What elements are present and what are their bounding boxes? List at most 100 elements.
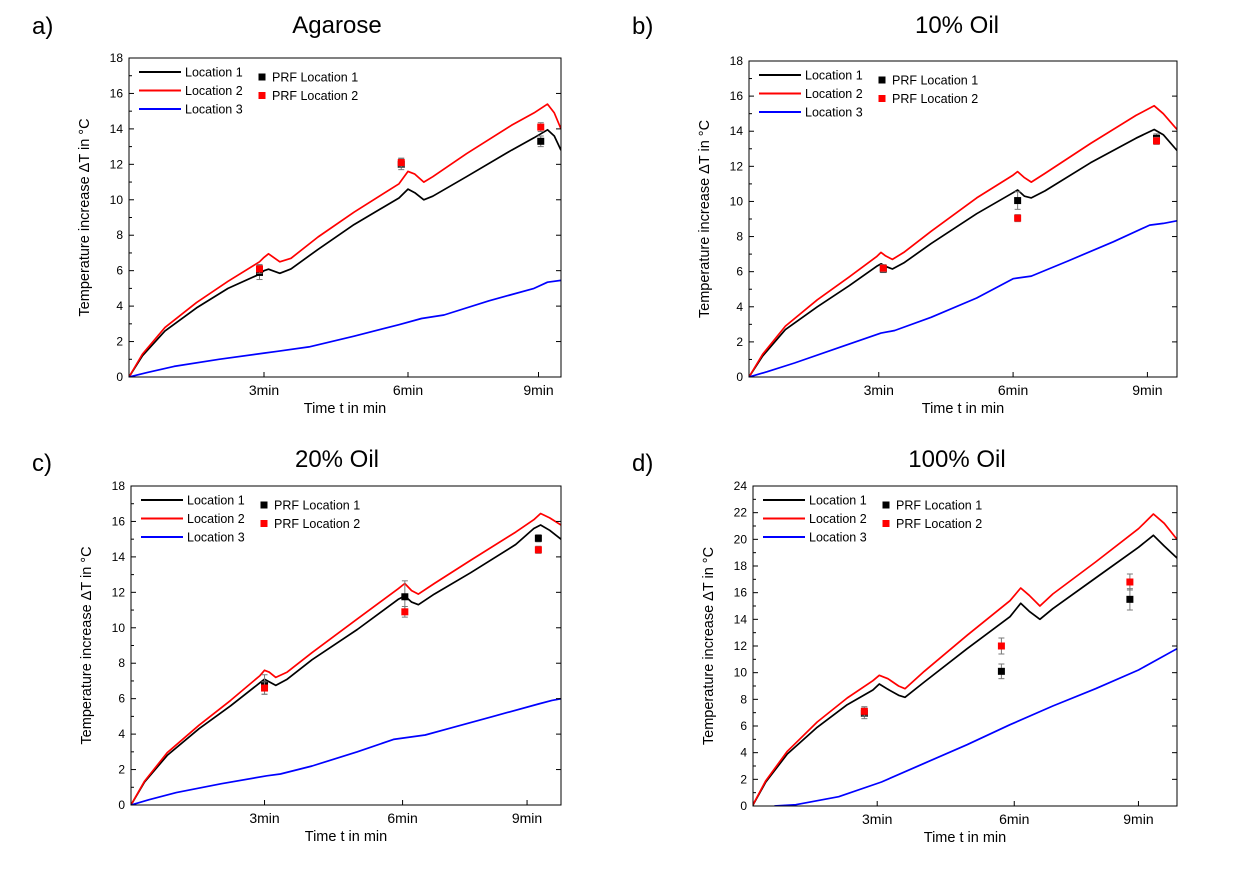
y-tick-label: 14 <box>110 122 124 136</box>
y-tick-label: 6 <box>116 264 123 278</box>
y-tick-label: 16 <box>112 514 126 528</box>
legend-marker-prf-location-2 <box>258 92 266 99</box>
chart-panel-agarose: a) Agarose 0 2 4 6 8 10 12 14 16 18 3min 6min 9min Time… <box>0 0 620 437</box>
y-tick-label: 0 <box>116 370 123 384</box>
y-tick-label: 6 <box>118 692 125 706</box>
prf-location-1-marker <box>537 137 545 145</box>
chart-title: 100% Oil <box>908 446 1005 473</box>
x-axis-label: Time t in min <box>922 401 1004 417</box>
y-tick-label: 14 <box>730 124 744 138</box>
x-tick-label: 6min <box>998 382 1028 398</box>
chart-svg: c) 20% Oil 0 2 4 6 8 10 12 14 16 18 3min 6min 9min Time… <box>32 446 562 845</box>
panel-letter: c) <box>32 450 52 477</box>
chart-panel-20-percent-oil: c) 20% Oil 0 2 4 6 8 10 12 14 16 18 3min 6min 9min Time… <box>0 437 620 874</box>
prf-location-1-marker <box>1014 197 1022 205</box>
y-axis-label: Temperature increase ΔT in °C <box>701 547 717 745</box>
panel-letter: a) <box>32 13 53 40</box>
y-tick-label: 8 <box>740 692 747 706</box>
series-group <box>749 104 1177 377</box>
prf-location-2-marker <box>401 608 409 616</box>
prf-location-2-marker <box>261 684 269 692</box>
panel-letter: d) <box>632 450 653 477</box>
prf-location-2-marker <box>997 642 1005 650</box>
legend-marker-prf-location-2 <box>260 520 268 527</box>
chart-title: Agarose <box>292 12 381 39</box>
chart-title: 20% Oil <box>295 446 379 473</box>
prf-location-2-marker <box>397 159 405 167</box>
x-tick-label: 9min <box>1123 811 1153 827</box>
legend-label: PRF Location 2 <box>272 89 358 103</box>
legend-label: Location 3 <box>185 103 243 117</box>
legend-label: PRF Location 1 <box>892 74 978 88</box>
legend-label: Location 1 <box>185 66 243 80</box>
y-tick-label: 16 <box>110 86 124 100</box>
y-tick-label: 2 <box>116 335 123 349</box>
x-axis-label: Time t in min <box>924 830 1006 846</box>
series-line-location-1 <box>131 524 561 805</box>
x-tick-label: 3min <box>249 382 279 398</box>
chart-title: 10% Oil <box>915 12 999 39</box>
series-line-location-1 <box>129 128 561 377</box>
y-tick-label: 14 <box>734 612 748 626</box>
y-tick-label: 2 <box>118 763 125 777</box>
y-tick-label: 4 <box>740 746 747 760</box>
legend-marker-prf-location-2 <box>878 95 886 102</box>
y-tick-label: 18 <box>112 479 126 493</box>
prf-location-2-marker <box>1153 137 1161 145</box>
legend-label: Location 3 <box>805 106 863 120</box>
series-line-location-3 <box>774 647 1177 806</box>
series-group <box>131 512 561 805</box>
x-tick-label: 3min <box>249 810 279 826</box>
legend-marker-prf-location-1 <box>878 76 886 84</box>
chart-svg: a) Agarose 0 2 4 6 8 10 12 14 16 18 3min 6min 9min Time… <box>32 12 562 417</box>
legend-label: Location 1 <box>187 494 245 508</box>
legend-label: PRF Location 2 <box>896 517 982 531</box>
series-line-location-2 <box>753 513 1177 806</box>
legend-label: Location 1 <box>805 69 863 83</box>
y-tick-label: 10 <box>110 193 124 207</box>
x-tick-label: 9min <box>512 810 542 826</box>
y-tick-label: 12 <box>110 157 124 171</box>
legend-label: PRF Location 2 <box>274 517 360 531</box>
legend-label: PRF Location 1 <box>274 499 360 513</box>
y-tick-label: 18 <box>730 54 744 68</box>
series-line-location-2 <box>749 104 1177 377</box>
series-line-location-2 <box>131 512 561 805</box>
chart-panel-10-percent-oil: b) 10% Oil 0 2 4 6 8 10 12 14 16 18 3min 6min 9min Time… <box>600 0 1220 437</box>
y-tick-label: 4 <box>116 299 123 313</box>
legend-marker-prf-location-2 <box>882 520 890 527</box>
y-tick-label: 2 <box>740 772 747 786</box>
y-tick-label: 10 <box>730 194 744 208</box>
y-tick-label: 10 <box>734 666 748 680</box>
legend-label: Location 3 <box>187 531 245 545</box>
y-tick-label: 6 <box>736 265 743 279</box>
y-tick-label: 20 <box>734 532 748 546</box>
x-tick-label: 6min <box>999 811 1029 827</box>
y-tick-label: 12 <box>112 585 126 599</box>
y-tick-label: 4 <box>118 727 125 741</box>
x-axis-label: Time t in min <box>305 829 387 845</box>
prf-location-2-marker <box>879 264 887 272</box>
prf-location-2-marker <box>256 265 263 273</box>
chart-svg: b) 10% Oil 0 2 4 6 8 10 12 14 16 18 3min 6min 9min Time… <box>632 12 1178 417</box>
y-tick-label: 18 <box>110 51 124 65</box>
y-tick-label: 18 <box>734 559 748 573</box>
legend-label: PRF Location 1 <box>272 71 358 85</box>
y-tick-label: 16 <box>734 586 748 600</box>
y-tick-label: 0 <box>736 370 743 384</box>
y-tick-label: 12 <box>734 639 748 653</box>
y-tick-label: 12 <box>730 159 744 173</box>
prf-location-2-marker <box>534 546 542 554</box>
y-tick-label: 22 <box>734 506 748 520</box>
y-tick-label: 4 <box>736 300 743 314</box>
y-tick-label: 14 <box>112 550 126 564</box>
legend-marker-prf-location-1 <box>882 501 890 509</box>
prf-location-2-marker <box>860 707 868 715</box>
x-tick-label: 3min <box>862 811 892 827</box>
y-tick-label: 2 <box>736 335 743 349</box>
legend-label: PRF Location 2 <box>892 92 978 106</box>
y-tick-label: 24 <box>734 479 748 493</box>
x-tick-label: 9min <box>523 382 553 398</box>
series-line-location-2 <box>129 103 561 377</box>
y-tick-label: 16 <box>730 89 744 103</box>
